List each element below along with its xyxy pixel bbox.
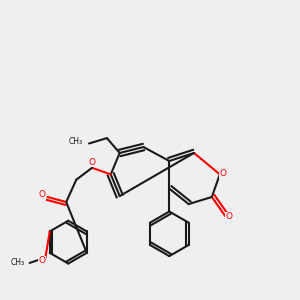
Text: O: O <box>39 190 46 199</box>
Text: O: O <box>226 212 233 221</box>
Text: O: O <box>88 158 95 167</box>
Text: O: O <box>219 169 226 178</box>
Text: CH₃: CH₃ <box>10 258 24 267</box>
Text: O: O <box>39 256 46 265</box>
Text: CH₃: CH₃ <box>68 137 83 146</box>
